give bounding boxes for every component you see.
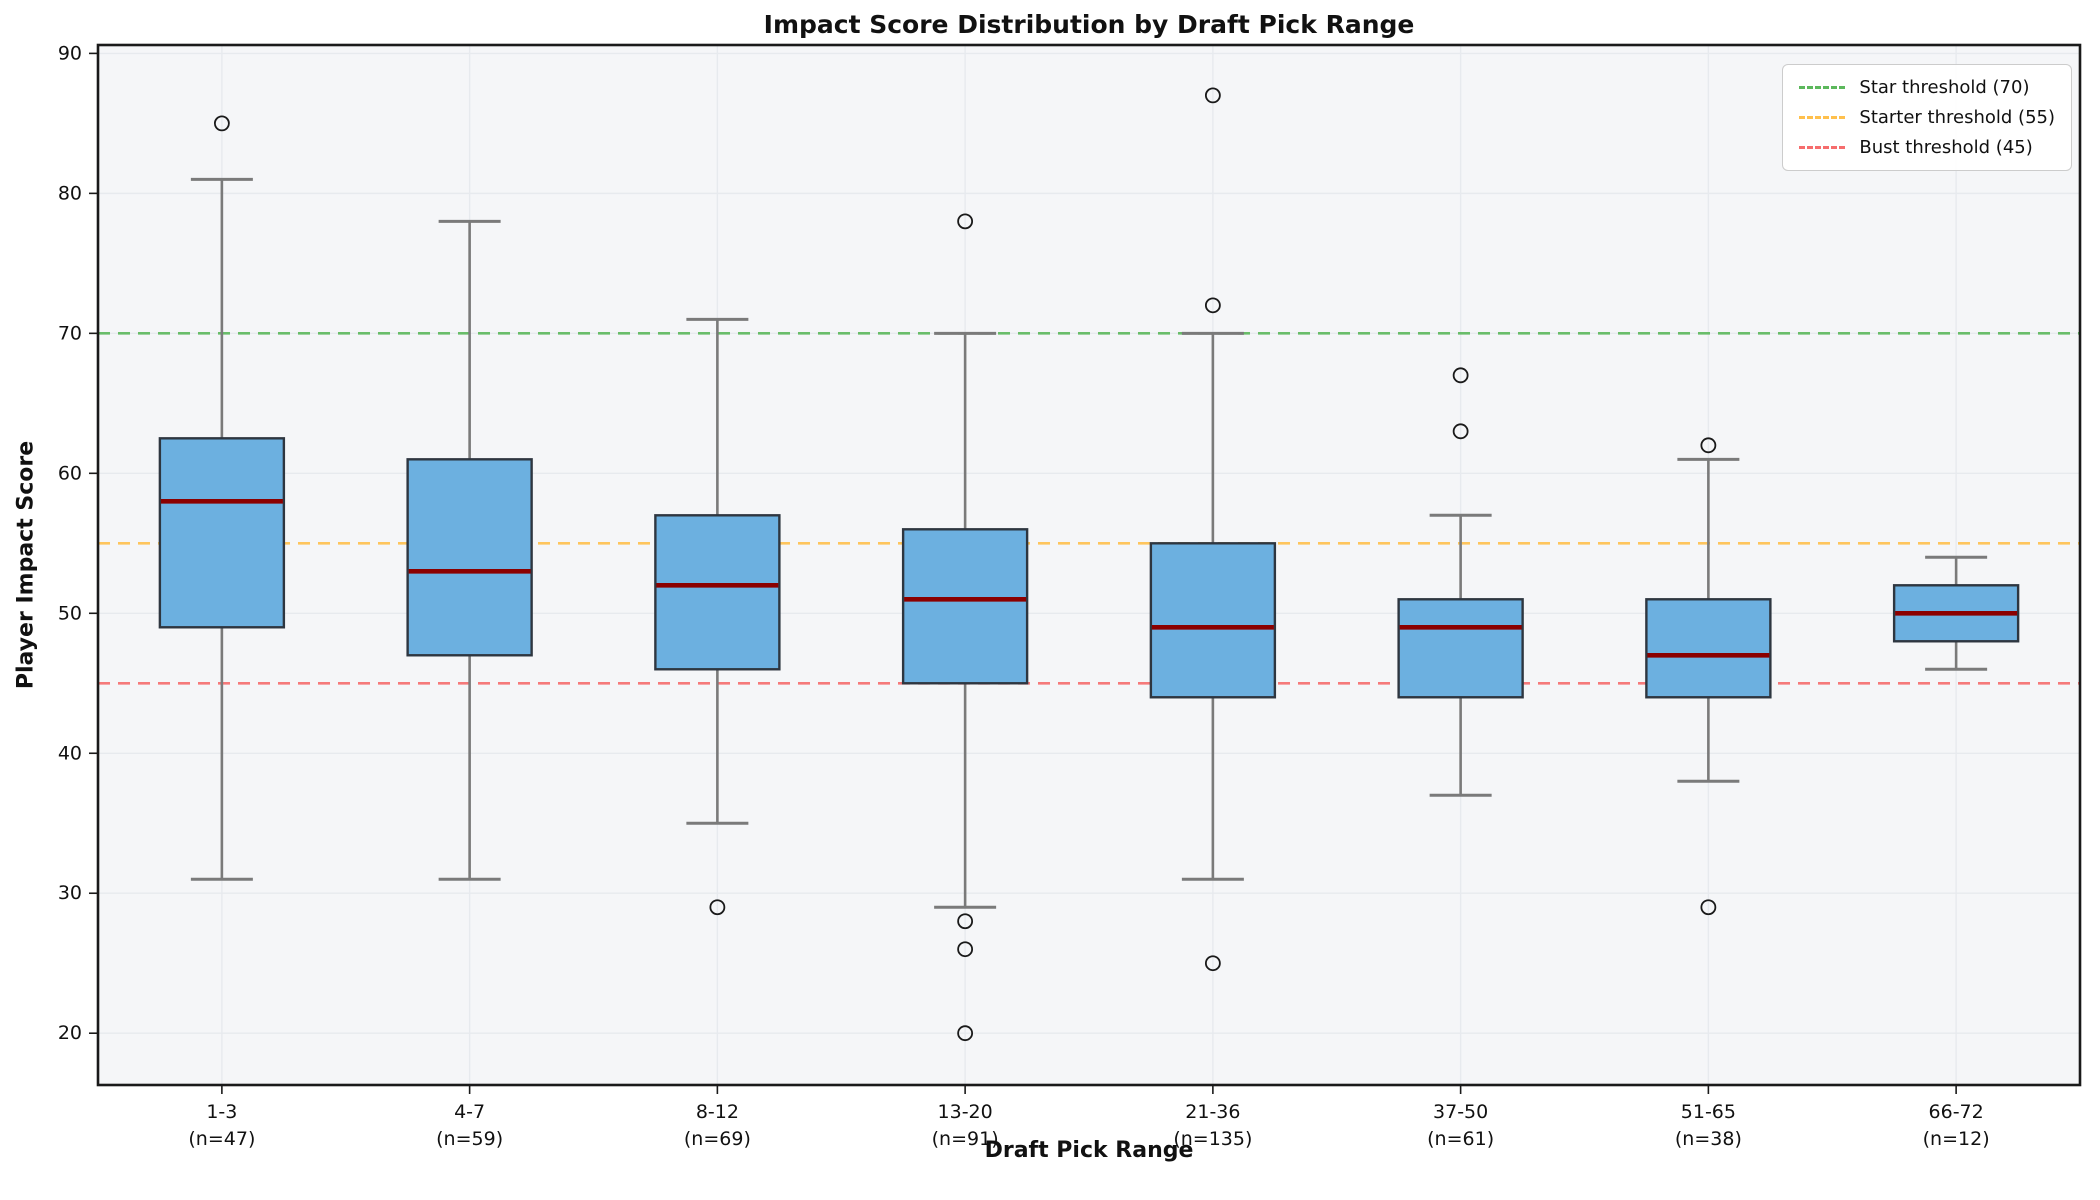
legend: Star threshold (70) Starter threshold (55… xyxy=(1782,64,2072,171)
plot-area xyxy=(98,45,2080,1085)
x-tick-label-range: 37-50 xyxy=(1433,1101,1488,1123)
x-tick-label-n: (n=12) xyxy=(1923,1128,1990,1150)
y-tick-label: 40 xyxy=(58,742,82,764)
chart-title: Impact Score Distribution by Draft Pick … xyxy=(763,10,1415,39)
legend-item-bust: Bust threshold (45) xyxy=(1799,137,2055,158)
outlier-point xyxy=(1700,437,1717,454)
outlier-point xyxy=(1204,297,1221,314)
x-axis-label: Draft Pick Range xyxy=(984,1138,1194,1163)
y-tick-label: 90 xyxy=(58,42,82,64)
boxplot-group-21-36 xyxy=(1149,87,1277,972)
x-tick-label-range: 8-12 xyxy=(696,1101,739,1123)
x-tick-label-range: 4-7 xyxy=(454,1101,485,1123)
iqr-box xyxy=(654,514,781,671)
x-tick-label-range: 13-20 xyxy=(938,1101,993,1123)
legend-swatch-starter xyxy=(1799,116,1846,119)
outlier-point xyxy=(1204,955,1221,972)
boxplot-group-8-12 xyxy=(654,317,781,916)
outlier-point xyxy=(957,913,974,930)
outlier-point xyxy=(957,1025,974,1042)
legend-label: Starter threshold (55) xyxy=(1859,107,2055,128)
outlier-point xyxy=(1700,899,1717,916)
iqr-box xyxy=(406,458,533,657)
boxplot-group-37-50 xyxy=(1397,367,1524,797)
boxplot-group-1-3 xyxy=(158,115,286,881)
legend-item-star: Star threshold (70) xyxy=(1799,77,2055,98)
x-tick-label-range: 21-36 xyxy=(1185,1101,1240,1123)
boxplot-group-4-7 xyxy=(406,219,533,881)
x-tick-label-n: (n=38) xyxy=(1675,1128,1742,1150)
y-tick-label: 80 xyxy=(58,182,82,204)
legend-label: Bust threshold (45) xyxy=(1859,137,2033,158)
iqr-box xyxy=(1397,598,1524,699)
boxplot-group-51-65 xyxy=(1645,437,1772,916)
legend-swatch-bust xyxy=(1799,146,1846,149)
iqr-box xyxy=(158,437,286,629)
boxplot-group-66-72 xyxy=(1892,555,2020,671)
y-tick-label: 30 xyxy=(58,882,82,904)
x-tick-label-n: (n=59) xyxy=(436,1128,503,1150)
y-axis-label: Player Impact Score xyxy=(13,440,39,690)
legend-item-starter: Starter threshold (55) xyxy=(1799,107,2055,128)
y-tick-label: 60 xyxy=(58,462,82,484)
outlier-point xyxy=(1204,87,1221,104)
outlier-point xyxy=(213,115,230,132)
iqr-box xyxy=(901,528,1029,685)
x-tick-label-n: (n=91) xyxy=(932,1128,999,1150)
outlier-point xyxy=(709,899,726,916)
axes-spines xyxy=(96,43,2082,1087)
x-tick-label-n: (n=61) xyxy=(1427,1128,1494,1150)
outlier-point xyxy=(1452,367,1469,384)
y-tick-label: 70 xyxy=(58,322,82,344)
y-tick-label: 20 xyxy=(58,1022,82,1044)
outlier-point xyxy=(957,941,974,958)
axis-ticks: 20 30 40 50 60 70 80 90 1-3 (n=47) 4-7 (n=59) 8-12 (n… xyxy=(58,42,1990,1150)
y-tick-label: 50 xyxy=(58,602,82,624)
boxplot-group-13-20 xyxy=(901,213,1029,1042)
iqr-box xyxy=(1645,598,1772,699)
x-tick-label-range: 1-3 xyxy=(206,1101,237,1123)
outlier-point xyxy=(1452,423,1469,440)
x-tick-label-n: (n=135) xyxy=(1173,1128,1252,1150)
legend-label: Star threshold (70) xyxy=(1859,77,2030,98)
x-tick-label-range: 66-72 xyxy=(1929,1101,1984,1123)
x-tick-label-n: (n=69) xyxy=(684,1128,751,1150)
iqr-box xyxy=(1149,542,1277,699)
outlier-point xyxy=(957,213,974,230)
legend-swatch-star xyxy=(1799,86,1846,89)
x-tick-label-range: 51-65 xyxy=(1681,1101,1736,1123)
x-tick-label-n: (n=47) xyxy=(188,1128,255,1150)
